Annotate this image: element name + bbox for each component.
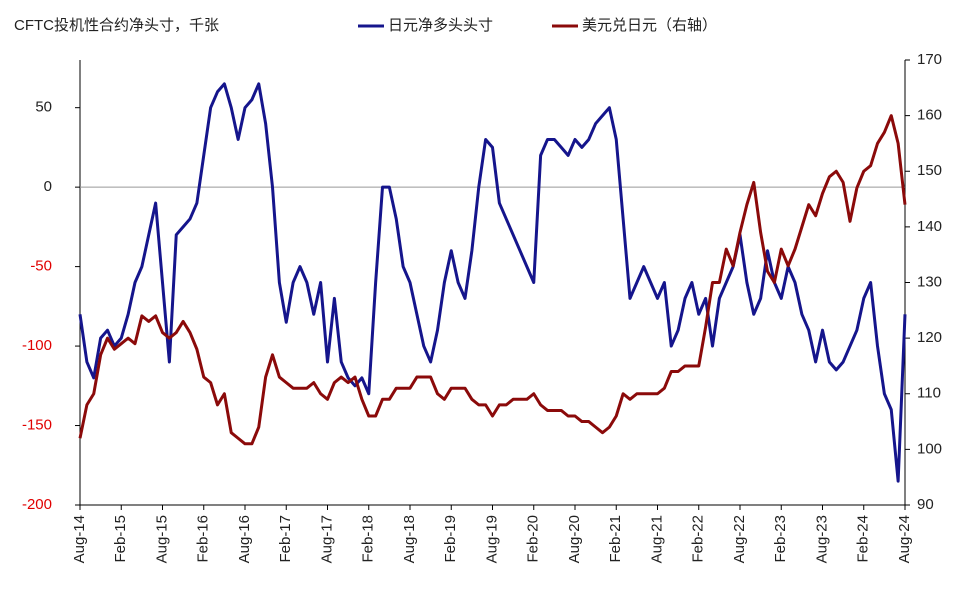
y2-tick-label: 130 [917,273,942,290]
y-tick-label: -100 [22,337,52,354]
x-tick-label: Feb-22 [690,515,707,563]
y2-tick-label: 100 [917,440,942,457]
x-tick-label: Aug-17 [318,515,335,563]
x-tick-label: Aug-22 [731,515,748,563]
series-line [78,82,907,483]
x-tick-label: Feb-24 [855,515,872,563]
y2-tick-label: 110 [917,385,941,402]
y-tick-label: -200 [22,496,52,513]
y2-tick-label: 140 [917,218,942,235]
y-tick-label: 50 [35,99,52,116]
x-tick-label: Feb-17 [277,515,294,563]
y2-tick-label: 160 [917,107,942,124]
x-tick-label: Aug-16 [236,515,253,563]
legend-label: 日元净多头头寸 [388,17,493,34]
x-tick-label: Aug-15 [153,515,170,563]
x-tick-label: Feb-19 [442,515,459,563]
x-tick-label: Feb-21 [607,515,624,563]
y-tick-label: 0 [44,178,52,195]
series-line [78,114,907,446]
x-tick-label: Aug-18 [401,515,418,563]
y2-tick-label: 150 [917,162,942,179]
x-tick-label: Aug-14 [71,515,88,563]
legend-label: 美元兑日元（右轴） [582,17,717,34]
x-tick-label: Feb-15 [112,515,129,563]
y2-tick-label: 120 [917,329,942,346]
y-tick-label: -50 [30,258,52,275]
x-tick-label: Aug-19 [483,515,500,563]
chart-title: CFTC投机性合约净头寸，千张 [14,17,219,34]
x-tick-label: Feb-23 [772,515,789,563]
x-tick-label: Aug-21 [648,515,665,563]
y2-tick-label: 90 [917,496,934,513]
y2-tick-label: 170 [917,51,942,68]
x-tick-label: Aug-20 [566,515,583,563]
x-tick-label: Aug-24 [896,515,913,563]
x-tick-label: Feb-18 [360,515,377,563]
y-tick-label: -150 [22,417,52,434]
x-tick-label: Aug-23 [813,515,830,563]
x-tick-label: Feb-20 [525,515,542,563]
x-tick-label: Feb-16 [195,515,212,563]
